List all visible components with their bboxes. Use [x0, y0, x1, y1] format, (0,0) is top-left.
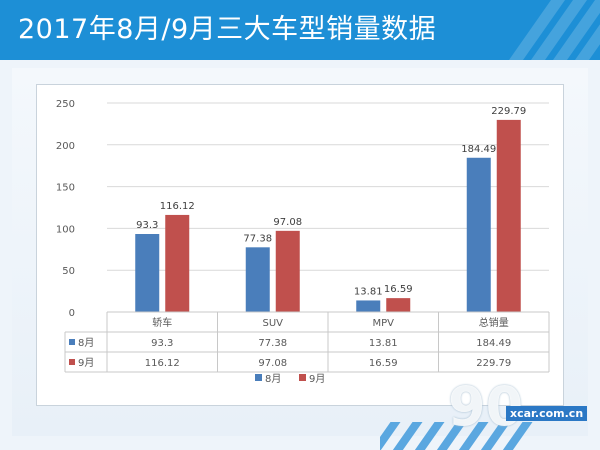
table-cell: 77.38	[258, 338, 287, 349]
bar	[165, 214, 190, 312]
chart-card: 0 50 100 150 200 250 93.3 116.12 77.38 97.08 13.81…	[36, 84, 564, 406]
data-label: 116.12	[160, 201, 195, 212]
bar	[386, 298, 411, 312]
y-tick-label: 100	[56, 224, 75, 235]
legend-key	[299, 374, 306, 381]
data-label: 13.81	[354, 286, 383, 297]
table-legend-key	[69, 359, 75, 365]
table-series-label: 8月	[78, 337, 94, 349]
bar	[496, 119, 521, 312]
category-label: 总销量	[479, 316, 509, 329]
table-legend-key	[69, 339, 75, 345]
category-label: MPV	[373, 318, 395, 329]
data-label: 97.08	[273, 217, 302, 228]
bar	[275, 230, 300, 312]
y-tick-label: 200	[56, 141, 75, 152]
legend-label: 9月	[309, 373, 325, 385]
y-tick-label: 250	[56, 99, 75, 110]
legend-label: 8月	[265, 373, 281, 385]
table-cell: 116.12	[145, 358, 180, 369]
table-cell: 13.81	[369, 338, 398, 349]
category-label: 轿车	[152, 316, 172, 329]
table-cell: 16.59	[369, 358, 398, 369]
data-label: 229.79	[491, 106, 526, 117]
table-cell: 97.08	[258, 358, 287, 369]
data-label: 93.3	[136, 220, 158, 231]
table-cell: 184.49	[476, 338, 511, 349]
legend-key	[255, 374, 262, 381]
bar	[245, 247, 270, 312]
bar	[135, 234, 160, 312]
banner: 2017年8月/9月三大车型销量数据	[0, 0, 600, 60]
table-cell: 93.3	[151, 338, 173, 349]
bar	[466, 157, 491, 312]
y-tick-label: 150	[56, 183, 75, 194]
watermark-text: xcar.com.cn	[506, 406, 588, 421]
data-label: 77.38	[243, 233, 272, 244]
page-title: 2017年8月/9月三大车型销量数据	[18, 14, 437, 45]
data-label: 184.49	[461, 144, 496, 155]
bar	[356, 300, 381, 312]
data-label: 16.59	[384, 284, 413, 295]
table-cell: 229.79	[476, 358, 511, 369]
table-series-label: 9月	[78, 357, 94, 369]
y-tick-label: 0	[69, 308, 75, 319]
sales-chart: 05010015020025093.3116.1277.3897.0813.81…	[56, 99, 550, 385]
category-label: SUV	[262, 318, 283, 329]
y-tick-label: 50	[62, 266, 75, 277]
watermark-logo: 90 xcar.com.cn	[448, 378, 588, 440]
